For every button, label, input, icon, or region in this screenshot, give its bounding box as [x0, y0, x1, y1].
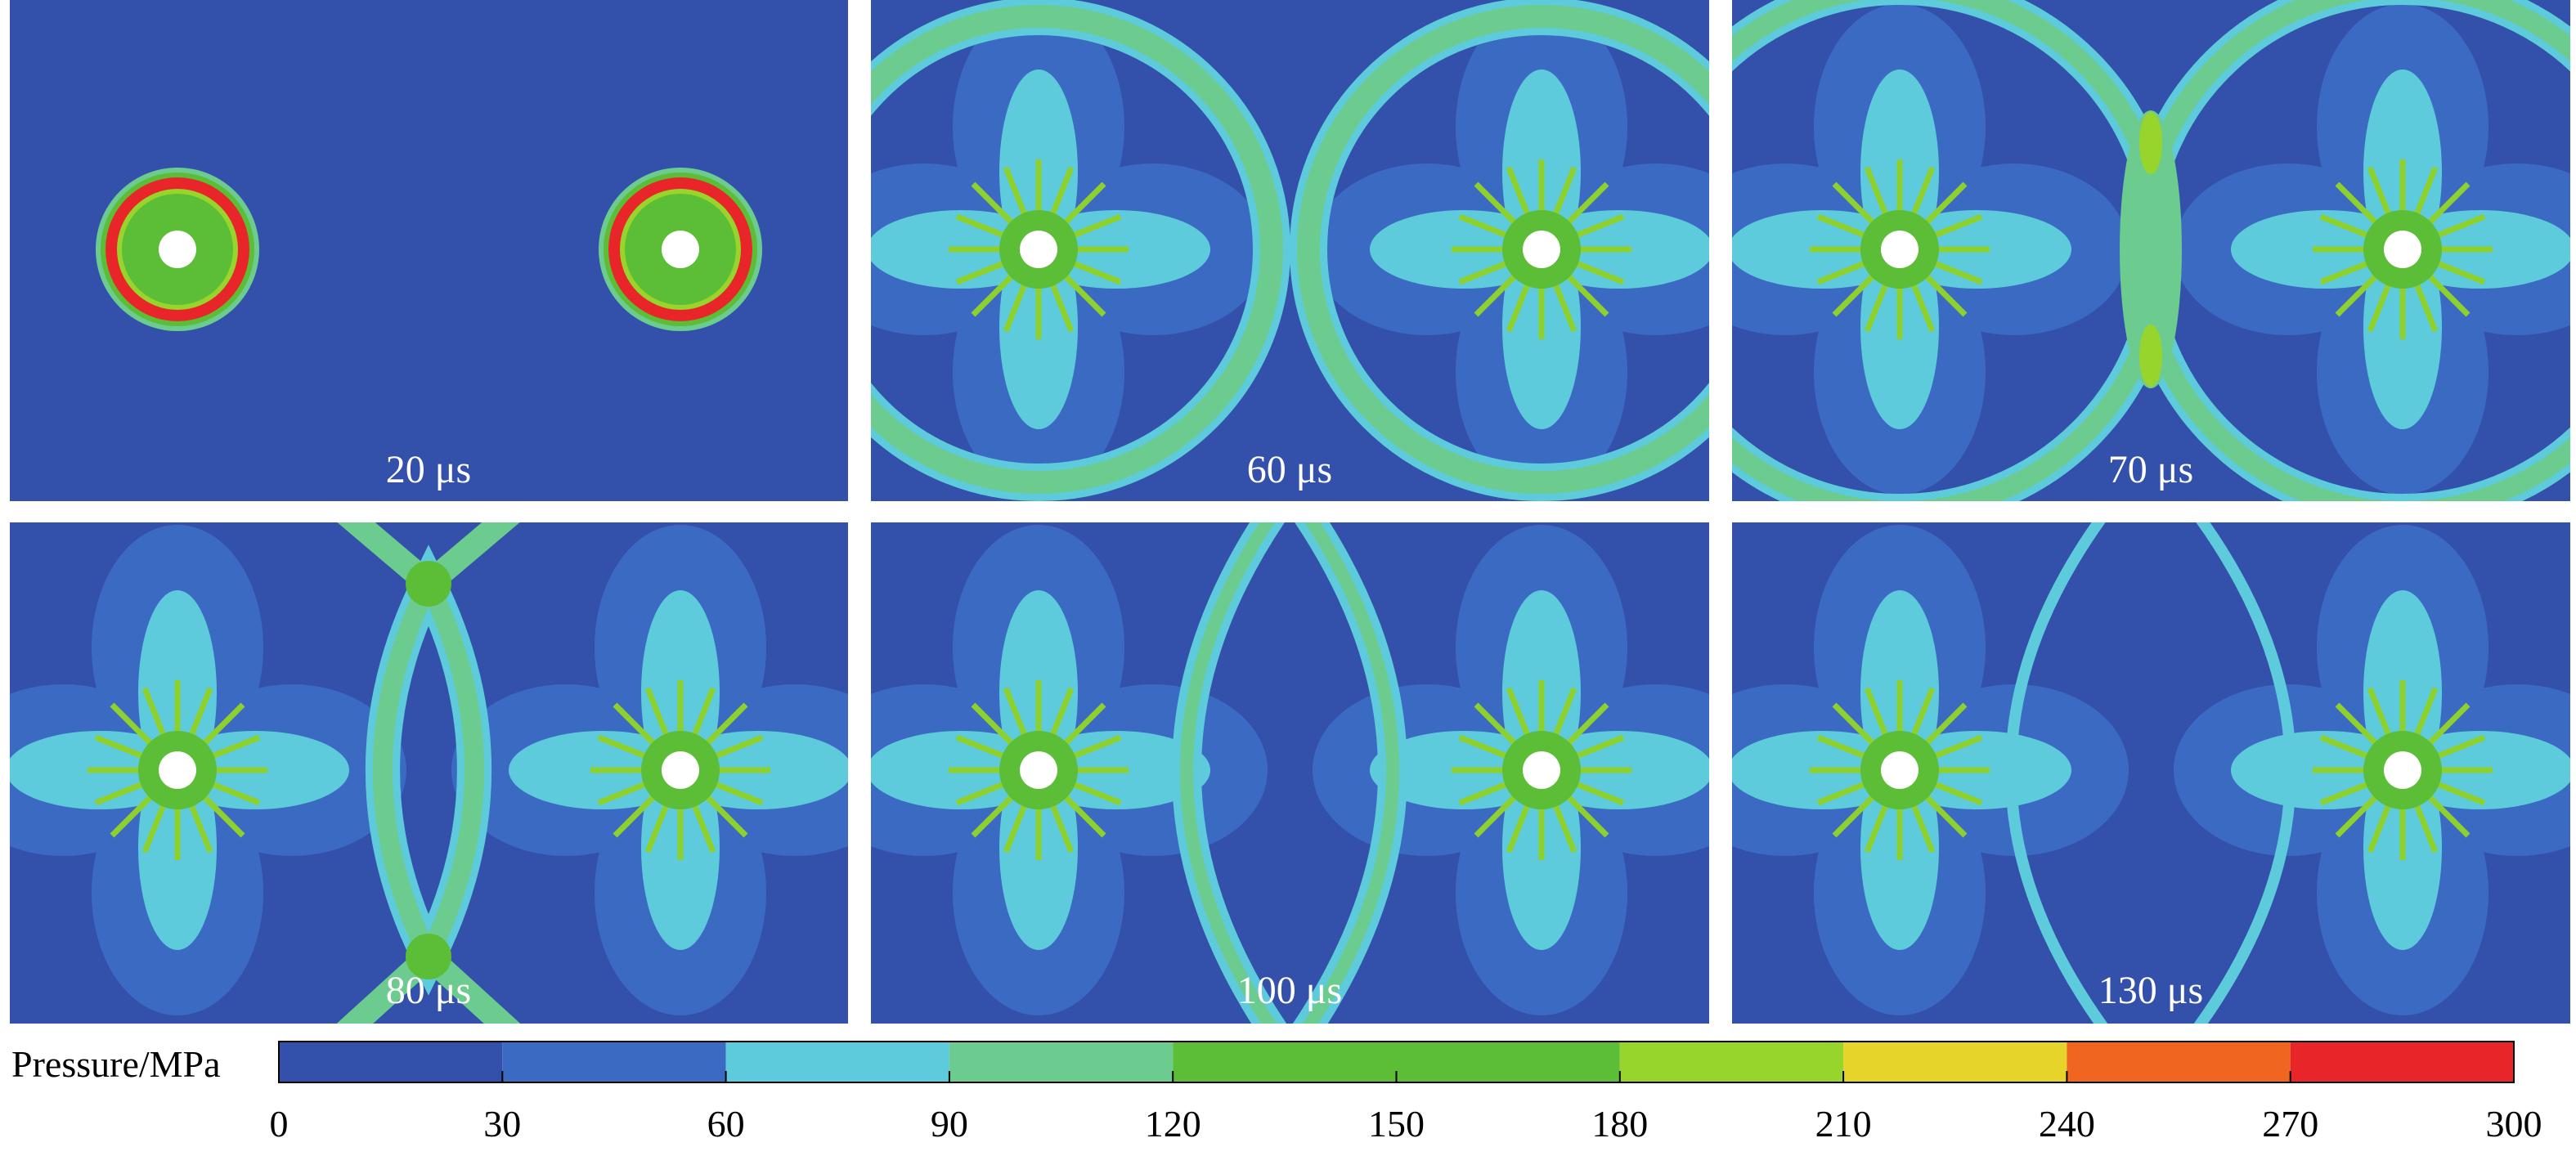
panel: 80 μs — [10, 522, 848, 1024]
colorbar-segment — [1843, 1042, 2067, 1082]
colorbar-segment — [2290, 1042, 2514, 1082]
panel-label: 100 μs — [1237, 969, 1342, 1012]
colorbar-segment — [725, 1042, 949, 1082]
panel-label: 130 μs — [2098, 969, 2203, 1012]
colorbar-segment — [2067, 1042, 2291, 1082]
tick-label: 180 — [1591, 1103, 1648, 1145]
panel-label: 60 μs — [1247, 448, 1332, 491]
colorbar-label: Pressure/MPa — [11, 1043, 221, 1085]
panel: 130 μs — [1732, 522, 2570, 1024]
tick-label: 60 — [707, 1103, 745, 1145]
tick-label: 30 — [483, 1103, 521, 1145]
tick-label: 90 — [931, 1103, 968, 1145]
panel: 20 μs — [10, 0, 848, 501]
colorbar-segment — [1173, 1042, 1397, 1082]
panel: 100 μs — [871, 522, 1709, 1024]
panel-label: 80 μs — [386, 969, 471, 1012]
colorbar-segment — [1396, 1042, 1620, 1082]
colorbar-segment — [279, 1042, 503, 1082]
colorbar-segment — [502, 1042, 726, 1082]
panel: 70 μs — [1732, 0, 2570, 501]
colorbar-segment — [1619, 1042, 1844, 1082]
panel: 60 μs — [871, 0, 1709, 501]
tick-label: 300 — [2486, 1103, 2542, 1145]
colorbar: 0 30 60 90 120 150 180 210 240 270 300 — [270, 1041, 2542, 1145]
tick-label: 0 — [270, 1103, 289, 1145]
panel-label: 20 μs — [386, 448, 471, 491]
tick-label: 240 — [2039, 1103, 2095, 1145]
tick-label: 210 — [1815, 1103, 1872, 1145]
tick-label: 270 — [2262, 1103, 2318, 1145]
panel-label: 70 μs — [2108, 448, 2193, 491]
tick-label: 150 — [1368, 1103, 1425, 1145]
colorbar-segment — [949, 1042, 1174, 1082]
tick-label: 120 — [1145, 1103, 1201, 1145]
